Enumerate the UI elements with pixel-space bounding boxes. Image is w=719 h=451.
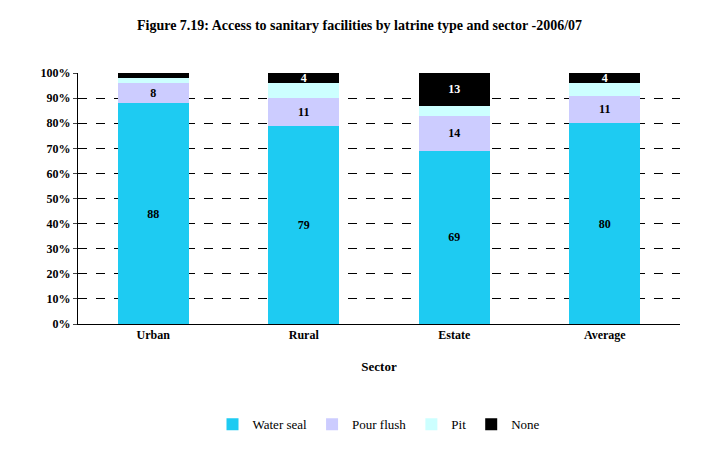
svg-text:90%: 90% <box>47 91 71 105</box>
svg-text:80: 80 <box>599 217 611 231</box>
svg-text:Pit: Pit <box>451 417 466 432</box>
svg-text:100%: 100% <box>41 66 71 80</box>
svg-text:None: None <box>511 417 539 432</box>
svg-text:80%: 80% <box>47 116 71 130</box>
svg-text:13: 13 <box>448 82 460 96</box>
svg-text:Water seal: Water seal <box>253 417 308 432</box>
svg-text:79: 79 <box>298 218 310 232</box>
svg-text:10%: 10% <box>47 292 71 306</box>
svg-text:Rural: Rural <box>289 328 320 342</box>
svg-text:0%: 0% <box>53 317 71 331</box>
svg-text:70%: 70% <box>47 142 71 156</box>
svg-text:88: 88 <box>147 207 159 221</box>
svg-text:Estate: Estate <box>438 328 471 342</box>
svg-text:20%: 20% <box>47 267 71 281</box>
svg-text:4: 4 <box>301 71 307 85</box>
svg-text:11: 11 <box>298 105 309 119</box>
svg-text:40%: 40% <box>47 217 71 231</box>
svg-text:8: 8 <box>150 86 156 100</box>
svg-text:69: 69 <box>448 230 460 244</box>
svg-text:Average: Average <box>584 328 626 342</box>
svg-text:Figure 7.19: Access to sanitar: Figure 7.19: Access to sanitary faciliti… <box>137 18 582 33</box>
svg-text:14: 14 <box>448 126 460 140</box>
svg-text:4: 4 <box>602 71 608 85</box>
svg-text:Pour flush: Pour flush <box>352 417 406 432</box>
svg-text:Urban: Urban <box>137 328 171 342</box>
svg-text:60%: 60% <box>47 167 71 181</box>
svg-text:50%: 50% <box>47 192 71 206</box>
svg-text:Sector: Sector <box>361 359 397 374</box>
svg-text:30%: 30% <box>47 242 71 256</box>
svg-text:11: 11 <box>599 102 610 116</box>
